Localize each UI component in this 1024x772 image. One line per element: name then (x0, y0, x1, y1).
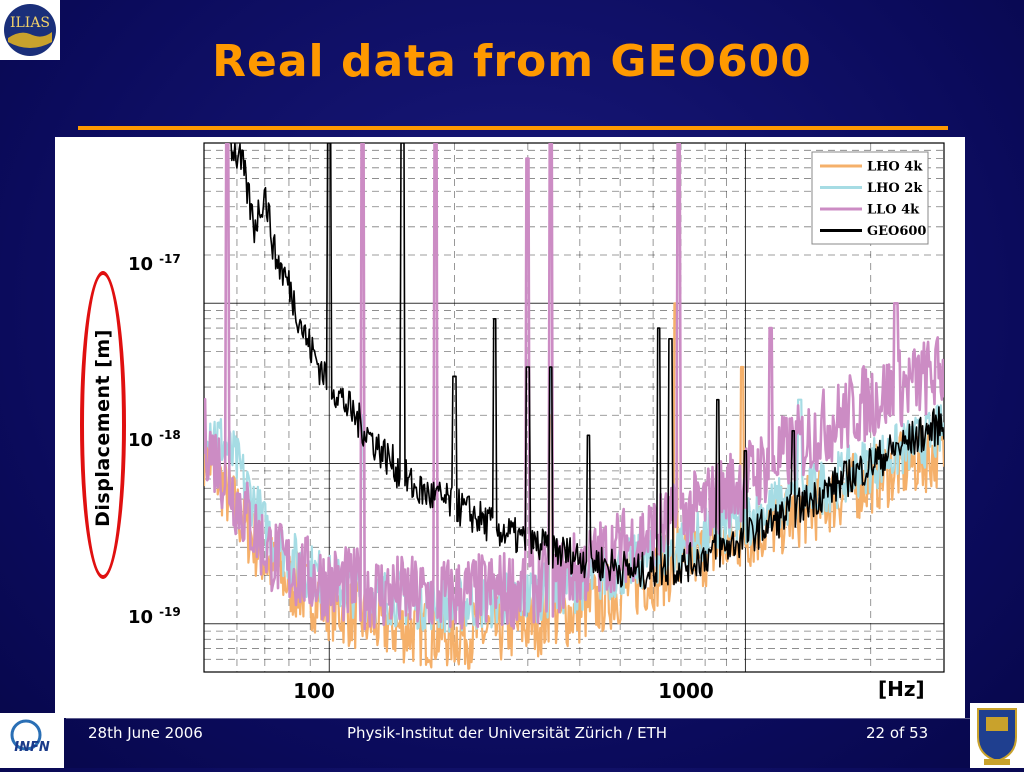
series-line (204, 143, 944, 631)
ilias-logo: ILIAS (0, 0, 60, 60)
legend-label: LHO 2k (867, 181, 923, 196)
footer-date: 28th June 2006 (88, 724, 203, 742)
x-tick-label: 100 (293, 679, 335, 703)
footer-institute: Physik-Institut der Universität Zürich /… (347, 724, 668, 742)
crest-icon (977, 708, 1017, 765)
y-tick-label: 10 -18 (128, 428, 181, 451)
infn-logo-icon: INFN (10, 719, 50, 755)
legend-label: GEO600 (867, 224, 926, 239)
title-underline (78, 126, 948, 130)
ilias-logo-icon: ILIAS (4, 4, 56, 56)
legend: LHO 4k LHO 2k LLO 4k GEO600 (811, 151, 929, 245)
page-number: 22 of 53 (866, 724, 929, 742)
svg-text:ILIAS: ILIAS (10, 15, 50, 31)
y-axis-label: Displacement [m] (92, 329, 114, 527)
infn-logo: INFN (0, 713, 64, 768)
crest-logo (970, 703, 1024, 768)
legend-label: LLO 4k (867, 203, 920, 218)
x-tick-label: 1000 (658, 679, 714, 703)
slide-title: Real data from GEO600 (212, 36, 812, 87)
y-tick-label: 10 -19 (128, 605, 181, 628)
series-line (230, 143, 944, 590)
infn-logo-text: INFN (14, 740, 50, 755)
footer-divider (66, 718, 970, 719)
x-axis-unit: [Hz] (878, 677, 925, 701)
legend-label: LHO 4k (867, 160, 923, 175)
ylabel-highlight-oval (80, 271, 126, 579)
y-tick-label: 10 -17 (128, 252, 181, 275)
